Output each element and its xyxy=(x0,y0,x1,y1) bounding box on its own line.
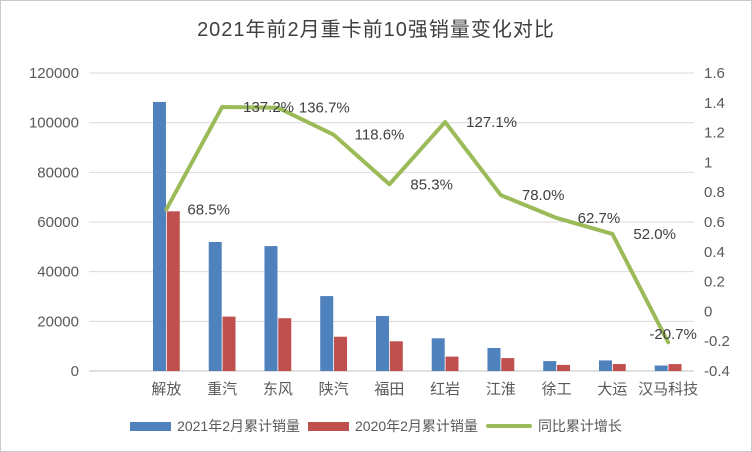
right-axis-tick-label: 1.2 xyxy=(704,125,725,142)
bar-2020年2月累计销量-陕汽 xyxy=(334,336,348,371)
right-axis-tick-label: -0.2 xyxy=(704,333,730,350)
bar-2021年2月累计销量-福田 xyxy=(375,316,389,371)
bar-2020年2月累计销量-解放 xyxy=(166,211,180,371)
bar-2020年2月累计销量-福田 xyxy=(389,341,403,371)
right-axis-tick-label: 1.4 xyxy=(704,95,725,112)
right-axis-tick-label: 0 xyxy=(704,303,712,320)
legend-line-swatch xyxy=(485,424,532,428)
bar-2020年2月累计销量-徐工 xyxy=(557,364,571,371)
right-axis-tick-label: 0.2 xyxy=(704,274,725,291)
growth-point-label: 137.2% xyxy=(243,99,294,116)
right-axis-tick-label: 1 xyxy=(704,154,712,171)
bar-2020年2月累计销量-江淮 xyxy=(501,358,515,371)
growth-point-label: 136.7% xyxy=(299,100,350,117)
left-axis-tick-label: 100000 xyxy=(29,115,79,132)
legend-bar-swatch xyxy=(308,421,349,431)
bar-2020年2月累计销量-汉马科技 xyxy=(668,364,682,371)
chart-title: 2021年前2月重卡前10强销量变化对比 xyxy=(197,19,555,41)
category-label: 江淮 xyxy=(486,381,516,398)
chart-legend: 2021年2月累计销量 2020年2月累计销量 同比累计增长 xyxy=(1,415,751,437)
bar-2020年2月累计销量-大运 xyxy=(612,364,626,371)
category-label: 陕汽 xyxy=(319,381,349,398)
growth-point-label: 62.7% xyxy=(578,210,621,227)
category-label: 徐工 xyxy=(542,381,572,398)
bar-2021年2月累计销量-解放 xyxy=(152,101,166,371)
category-label: 东风 xyxy=(263,381,293,398)
bar-2021年2月累计销量-红岩 xyxy=(431,338,445,371)
left-axis-tick-label: 80000 xyxy=(37,164,79,181)
left-axis-tick-label: 120000 xyxy=(29,65,79,82)
left-axis-tick-label: 40000 xyxy=(37,264,79,281)
bar-2020年2月累计销量-红岩 xyxy=(445,356,459,371)
category-label: 汉马科技 xyxy=(638,381,698,398)
growth-point-label: 127.1% xyxy=(466,114,517,131)
bar-2021年2月累计销量-徐工 xyxy=(543,361,557,371)
right-axis-tick-label: 0.6 xyxy=(704,214,725,231)
right-axis-tick-label: 0.4 xyxy=(704,244,725,261)
category-label: 红岩 xyxy=(430,381,460,398)
category-label: 重汽 xyxy=(207,381,237,398)
left-axis-tick-label: 60000 xyxy=(37,214,79,231)
legend-item: 2020年2月累计销量 xyxy=(308,416,478,436)
bar-2021年2月累计销量-汉马科技 xyxy=(654,365,668,371)
category-label: 解放 xyxy=(151,381,181,398)
growth-point-label: 52.0% xyxy=(633,226,676,243)
bar-2021年2月累计销量-陕汽 xyxy=(320,296,334,371)
bar-2021年2月累计销量-东风 xyxy=(264,246,278,371)
category-label: 大运 xyxy=(597,381,627,398)
legend-item: 同比累计增长 xyxy=(485,416,622,436)
bar-2021年2月累计销量-重汽 xyxy=(208,241,222,371)
legend-label: 2021年2月累计销量 xyxy=(177,418,300,434)
growth-point-label: 68.5% xyxy=(187,201,230,218)
left-axis-tick-label: 20000 xyxy=(37,313,79,330)
growth-point-label: 78.0% xyxy=(522,187,565,204)
right-axis-tick-label: 1.6 xyxy=(704,65,725,82)
growth-point-label: 118.6% xyxy=(355,127,405,144)
growth-point-label: -20.7% xyxy=(649,326,697,343)
legend-bar-swatch xyxy=(130,421,172,431)
right-axis-tick-label: 0.8 xyxy=(704,184,725,201)
bar-2021年2月累计销量-江淮 xyxy=(487,348,501,371)
bar-2020年2月累计销量-东风 xyxy=(278,318,292,371)
right-axis-tick-label: -0.4 xyxy=(704,363,730,380)
bar-2020年2月累计销量-重汽 xyxy=(222,316,236,371)
bar-2021年2月累计销量-大运 xyxy=(598,360,612,371)
legend-label: 同比累计增长 xyxy=(537,418,622,434)
category-label: 福田 xyxy=(374,381,404,398)
left-axis-tick-label: 0 xyxy=(71,363,79,380)
legend-label: 2020年2月累计销量 xyxy=(355,418,478,434)
growth-point-label: 85.3% xyxy=(410,176,453,193)
legend-item: 2021年2月累计销量 xyxy=(130,416,300,436)
growth-line xyxy=(164,104,671,345)
